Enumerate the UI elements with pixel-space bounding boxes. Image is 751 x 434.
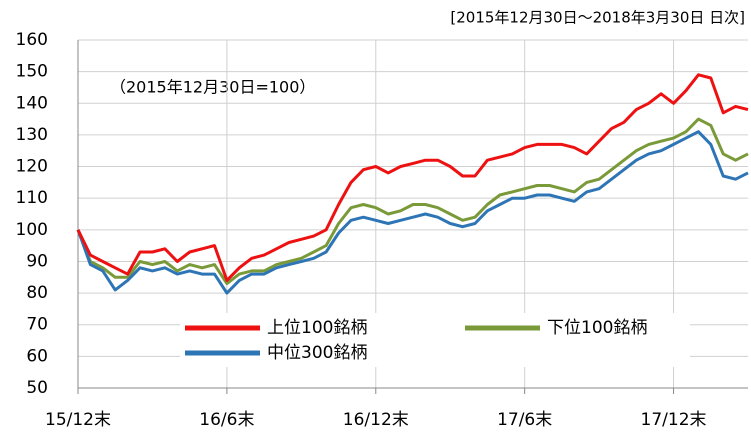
series-line xyxy=(76,73,749,282)
y-tick-label: 110 xyxy=(16,188,48,208)
annotation: （2015年12月30日=100） xyxy=(110,78,315,97)
series-line xyxy=(76,117,749,286)
series-line xyxy=(76,130,749,295)
y-tick-label: 120 xyxy=(16,157,48,177)
y-tick-label: 140 xyxy=(16,93,48,113)
y-tick-label: 70 xyxy=(26,315,48,335)
x-tick-label: 17/12末 xyxy=(641,410,707,430)
x-tick-label: 17/6末 xyxy=(497,410,552,430)
y-tick-label: 60 xyxy=(26,346,48,366)
y-tick-label: 100 xyxy=(16,220,48,240)
y-tick-label: 160 xyxy=(16,30,48,50)
y-tick-label: 150 xyxy=(16,62,48,82)
chart-subtitle: [2015年12月30日～2018年3月30日 日次] xyxy=(450,9,745,27)
legend-label: 中位300銘柄 xyxy=(267,343,367,363)
legend-label: 下位100銘柄 xyxy=(547,318,647,338)
y-tick-label: 80 xyxy=(26,283,48,303)
x-tick-label: 15/12末 xyxy=(45,410,111,430)
x-tick-label: 16/12末 xyxy=(343,410,409,430)
x-tick-label: 16/6末 xyxy=(199,410,254,430)
y-tick-label: 50 xyxy=(26,378,48,398)
y-tick-label: 130 xyxy=(16,125,48,145)
legend-label: 上位100銘柄 xyxy=(267,318,367,338)
legend-box xyxy=(180,313,690,367)
y-tick-label: 90 xyxy=(26,251,48,271)
